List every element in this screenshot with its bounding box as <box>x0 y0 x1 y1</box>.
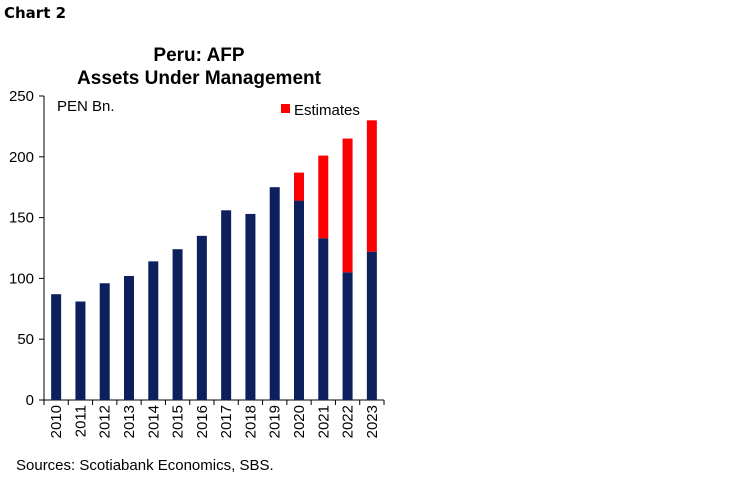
chart-title-line-1: Peru: AFP <box>153 45 244 66</box>
y-tick-label: 100 <box>9 270 34 287</box>
source-note: Sources: Scotiabank Economics, SBS. <box>16 457 274 474</box>
bar-base <box>75 301 86 400</box>
x-tick-label: 2013 <box>121 405 138 438</box>
chart-title-line-2: Assets Under Management <box>77 68 322 89</box>
x-tick-label: 2010 <box>48 405 65 438</box>
bar-base <box>148 261 159 400</box>
bar-estimate <box>366 120 377 252</box>
legend-label-estimates: Estimates <box>294 102 360 119</box>
y-axis-ticks: 0 50 100 150 200 250 <box>9 88 44 409</box>
x-tick-label: 2017 <box>218 405 235 438</box>
bar-base <box>294 200 304 400</box>
bar-base <box>99 283 110 400</box>
bar-estimate <box>294 172 304 201</box>
legend-swatch-estimates <box>281 104 290 113</box>
y-tick-label: 200 <box>9 149 34 166</box>
bar-base <box>318 238 329 400</box>
bar-series <box>51 120 377 400</box>
x-axis-ticks: 2010 2011 2012 2013 2014 2015 2016 2017 2018 2019… <box>43 400 385 438</box>
x-tick-label: 2021 <box>315 405 332 438</box>
x-tick-label: 2020 <box>291 405 308 438</box>
legend: Estimates <box>281 102 360 119</box>
x-tick-label: 2019 <box>267 405 284 438</box>
bar-base <box>366 251 377 400</box>
x-tick-label: 2023 <box>364 405 381 438</box>
bar-base <box>342 272 353 400</box>
y-tick-label: 250 <box>9 88 34 105</box>
y-tick-label: 0 <box>26 392 34 409</box>
x-tick-label: 2012 <box>97 405 114 438</box>
x-tick-label: 2016 <box>194 405 211 438</box>
bar-base <box>196 235 207 400</box>
chart-axes <box>43 96 384 401</box>
x-tick-label: 2022 <box>340 405 357 438</box>
bar-base <box>269 187 280 400</box>
bar-base <box>172 249 183 400</box>
x-tick-label: 2015 <box>170 405 187 438</box>
bar-estimate <box>318 155 329 239</box>
x-tick-label: 2014 <box>145 405 162 438</box>
bar-estimate <box>342 138 353 273</box>
bar-base <box>51 294 62 400</box>
unit-label: PEN Bn. <box>57 98 115 115</box>
bar-base <box>124 275 134 400</box>
bar-base <box>245 213 256 400</box>
x-tick-label: 2018 <box>242 405 259 438</box>
bar-base <box>221 210 232 400</box>
y-tick-label: 50 <box>17 331 34 348</box>
x-tick-label: 2011 <box>72 405 89 437</box>
chart-number-label: Chart 2 <box>4 4 67 22</box>
y-tick-label: 150 <box>9 210 34 227</box>
